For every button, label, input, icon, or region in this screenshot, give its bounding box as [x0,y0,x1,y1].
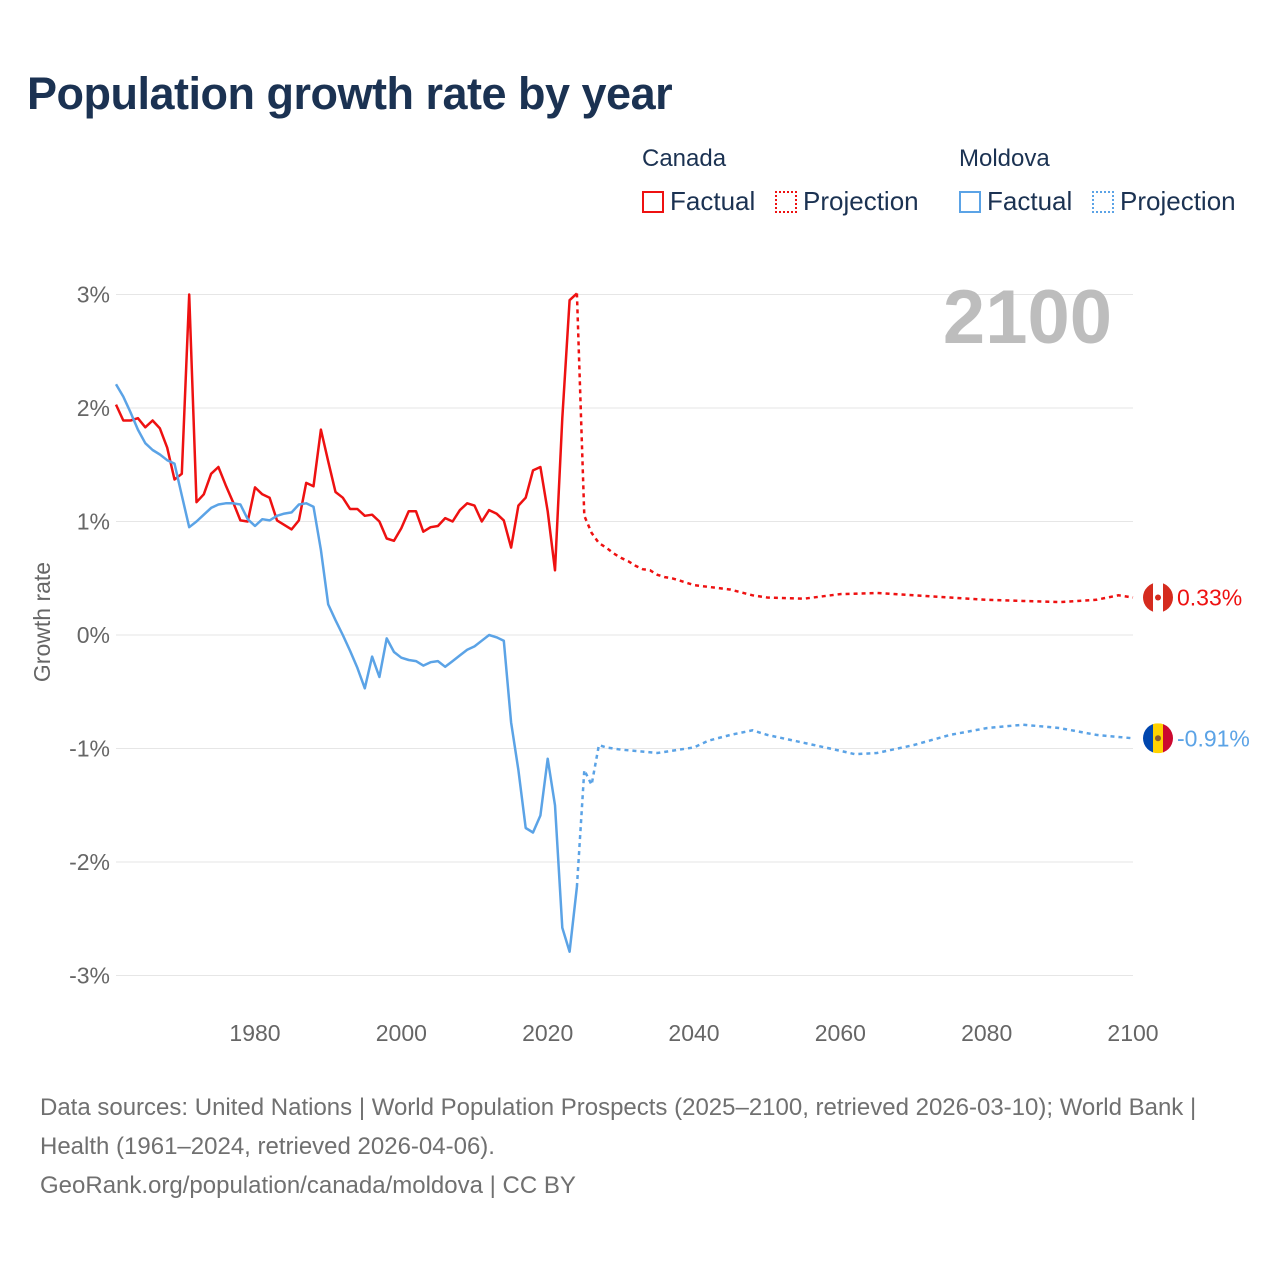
moldova-end-label: -0.91% [1177,725,1250,751]
x-tick-label: 2080 [961,1020,1012,1046]
solid-swatch-icon [642,190,664,213]
legend-canada-projection[interactable]: Projection [775,186,919,217]
y-tick-label: 2% [77,395,110,421]
legend-label: Factual [670,186,756,216]
legend-moldova-projection[interactable]: Projection [1092,186,1236,217]
canada-end-label: 0.33% [1177,585,1242,611]
legend-canada-factual[interactable]: Factual [642,186,755,217]
y-tick-label: -3% [69,963,110,989]
year-label: 2100 [943,275,1112,360]
series-moldova-factual-line [114,383,579,953]
y-tick-label: 3% [77,282,110,308]
attribution-link[interactable]: GeoRank.org/population/canada/moldova | … [40,1172,576,1199]
series-canada-factual-line [114,292,578,572]
y-axis-label: Growth rate [29,562,55,682]
dotted-swatch-icon [1092,190,1114,213]
series-moldova-projection-line [575,723,1134,888]
y-tick-label: -1% [69,736,110,762]
legend-moldova-heading: Moldova [959,145,1050,172]
dotted-swatch-icon [775,190,797,213]
y-tick-label: -2% [69,849,110,875]
x-tick-label: 2040 [668,1020,719,1046]
x-tick-label: 2060 [815,1020,866,1046]
x-tick-label: 2020 [522,1020,573,1046]
source-note: Data sources: United Nations | World Pop… [40,1088,1240,1205]
solid-swatch-icon [959,190,981,213]
canada-flag-icon [1143,582,1173,613]
legend-label: Factual [987,186,1073,216]
x-tick-label: 1980 [229,1020,280,1046]
source-line: Data sources: United Nations | World Pop… [40,1094,1197,1160]
moldova-flag-icon [1143,723,1173,754]
legend-label: Projection [803,186,919,216]
y-tick-label: 1% [77,509,110,535]
legend-label: Projection [1120,186,1236,216]
chart-title: Population growth rate by year [27,68,673,119]
x-tick-label: 2000 [376,1020,427,1046]
legend-moldova-factual[interactable]: Factual [959,186,1072,217]
x-tick-label: 2100 [1107,1020,1158,1046]
legend-canada-heading: Canada [642,145,727,172]
y-tick-label: 0% [77,622,110,648]
